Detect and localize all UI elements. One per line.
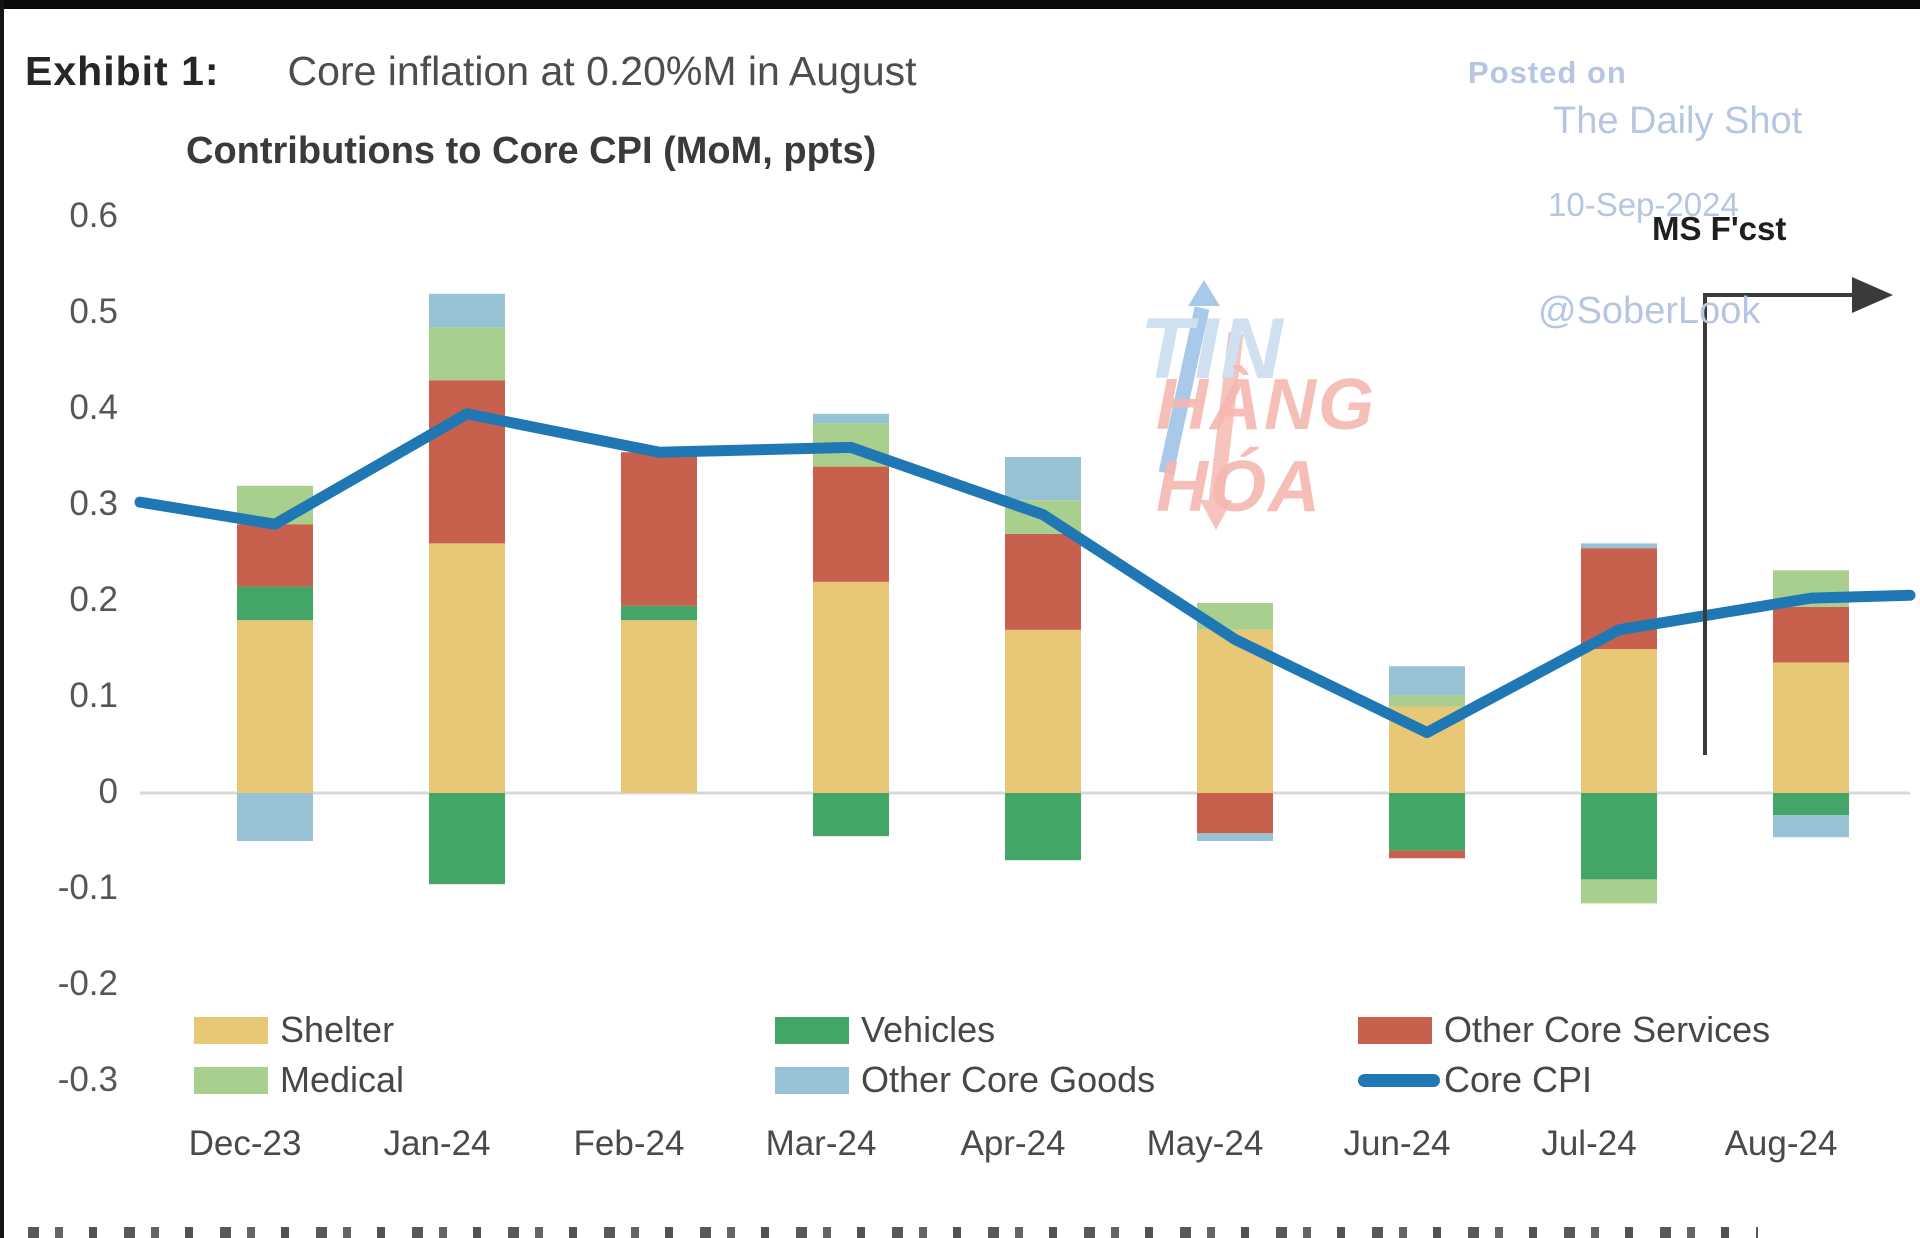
legend-swatch-medical xyxy=(194,1066,268,1094)
legend-item-vehicles: Vehicles xyxy=(775,1008,995,1052)
y-tick--0.1: -0.1 xyxy=(57,868,118,907)
x-tick-Jul-24: Jul-24 xyxy=(1541,1124,1637,1163)
forecast-bracket xyxy=(1703,293,1852,755)
bar-segment-Jun-24-medical xyxy=(1389,695,1465,707)
bar-segment-Mar-24-vehicles xyxy=(813,793,889,837)
bar-segment-Apr-24-vehicles xyxy=(1005,793,1081,861)
bar-segment-May-24-other_core_goods xyxy=(1197,833,1273,841)
y-tick-0.3: 0.3 xyxy=(69,484,118,523)
bar-segment-Jan-24-other_core_services xyxy=(429,380,505,544)
bar-segment-Jun-24-other_core_services xyxy=(1389,850,1465,859)
page-title: Core inflation at 0.20%M in August xyxy=(287,48,917,94)
forecast-arrowhead xyxy=(1852,277,1893,313)
y-tick-0.6: 0.6 xyxy=(69,196,118,235)
legend-label: Medical xyxy=(280,1059,405,1100)
legend-item-medical: Medical xyxy=(194,1058,404,1102)
x-tick-Dec-23: Dec-23 xyxy=(188,1124,302,1163)
legend-item-core-cpi: Core CPI xyxy=(1358,1058,1592,1102)
y-tick-0: 0 xyxy=(98,772,118,811)
x-tick-Jun-24: Jun-24 xyxy=(1343,1124,1451,1163)
legend-label: Other Core Services xyxy=(1444,1009,1771,1050)
watermark-daily-shot: The Daily Shot xyxy=(1553,100,1803,142)
bar-segment-Apr-24-other_core_services xyxy=(1005,533,1081,630)
core-cpi-line xyxy=(134,408,1916,739)
legend-swatch-shelter xyxy=(194,1016,268,1044)
bar-segment-Jan-24-shelter xyxy=(429,543,505,793)
bar-segment-Dec-23-vehicles xyxy=(237,586,313,621)
legend-swatch-core_cpi_line xyxy=(1358,1073,1440,1087)
y-tick--0.2: -0.2 xyxy=(57,964,118,1003)
legend-item-other-core-goods: Other Core Goods xyxy=(775,1058,1155,1102)
bar-segment-Mar-24-other_core_services xyxy=(813,466,889,582)
legend-label: Shelter xyxy=(280,1009,395,1050)
x-tick-Jan-24: Jan-24 xyxy=(383,1124,491,1163)
y-tick--0.3: -0.3 xyxy=(57,1060,118,1099)
left-border xyxy=(0,0,4,1238)
bar-segment-Dec-23-other_core_services xyxy=(237,524,313,587)
bar-segment-Jul-24-vehicles xyxy=(1581,793,1657,880)
x-tick-May-24: May-24 xyxy=(1146,1124,1264,1163)
legend-item-shelter: Shelter xyxy=(194,1008,394,1052)
bar-segment-Jun-24-vehicles xyxy=(1389,793,1465,851)
legend-label: Vehicles xyxy=(861,1009,996,1050)
legend-swatch-other_core_goods xyxy=(775,1066,849,1094)
ms-forecast-label: MS F'cst xyxy=(1652,210,1787,247)
y-tick-0.2: 0.2 xyxy=(69,580,118,619)
legend-item-other-core-services: Other Core Services xyxy=(1358,1008,1770,1052)
cropped-text-fragment xyxy=(28,1227,1758,1238)
x-tick-Mar-24: Mar-24 xyxy=(765,1124,877,1163)
bar-segment-Jul-24-shelter xyxy=(1581,649,1657,793)
chart-title: Contributions to Core CPI (MoM, ppts) xyxy=(186,130,877,172)
bar-segment-Dec-23-shelter xyxy=(237,620,313,793)
bar-segment-Aug-24-other_core_services xyxy=(1773,606,1849,663)
bar-segment-Jul-24-medical xyxy=(1581,879,1657,904)
top-border xyxy=(0,0,1920,9)
y-tick-0.5: 0.5 xyxy=(69,292,118,331)
legend-label: Core CPI xyxy=(1444,1059,1593,1100)
bar-segment-Mar-24-shelter xyxy=(813,581,889,793)
bar-segment-Feb-24-other_core_services xyxy=(621,452,697,606)
bar-segment-Feb-24-vehicles xyxy=(621,605,697,621)
bar-segment-Aug-24-shelter xyxy=(1773,662,1849,793)
bar-segment-Jul-24-other_core_goods xyxy=(1581,543,1657,549)
legend-swatch-other_core_services xyxy=(1358,1016,1432,1044)
x-tick-Feb-24: Feb-24 xyxy=(573,1124,685,1163)
bar-segment-Jun-24-other_core_goods xyxy=(1389,666,1465,696)
watermark-posted-on: Posted on xyxy=(1468,55,1627,90)
x-tick-Aug-24: Aug-24 xyxy=(1724,1124,1838,1163)
bar-segment-Jan-24-medical xyxy=(429,327,505,381)
exhibit-label: Exhibit 1: xyxy=(25,48,220,94)
x-tick-Apr-24: Apr-24 xyxy=(960,1124,1066,1163)
watermark-date: 10-Sep-2024 xyxy=(1548,186,1739,223)
watermark-soberlook-handle: @SoberLook xyxy=(1538,290,1761,332)
bar-segment-Jan-24-other_core_goods xyxy=(429,293,505,328)
bar-segment-Feb-24-shelter xyxy=(621,620,697,793)
bar-segment-Mar-24-other_core_goods xyxy=(813,413,889,424)
y-tick-0.1: 0.1 xyxy=(69,676,118,715)
bar-segment-Apr-24-other_core_goods xyxy=(1005,457,1081,501)
bar-segment-Apr-24-shelter xyxy=(1005,629,1081,793)
bar-segment-Jan-24-vehicles xyxy=(429,793,505,885)
exhibit-heading: Exhibit 1: Core inflation at 0.20%M in Au… xyxy=(25,48,917,95)
y-tick-0.4: 0.4 xyxy=(69,388,118,427)
bar-segment-May-24-other_core_services xyxy=(1197,793,1273,834)
legend-label: Other Core Goods xyxy=(861,1059,1156,1100)
bar-segment-Aug-24-vehicles xyxy=(1773,793,1849,816)
legend-swatch-vehicles xyxy=(775,1016,849,1044)
bar-segment-Aug-24-other_core_goods xyxy=(1773,815,1849,838)
bar-segment-Dec-23-other_core_goods xyxy=(237,793,313,841)
